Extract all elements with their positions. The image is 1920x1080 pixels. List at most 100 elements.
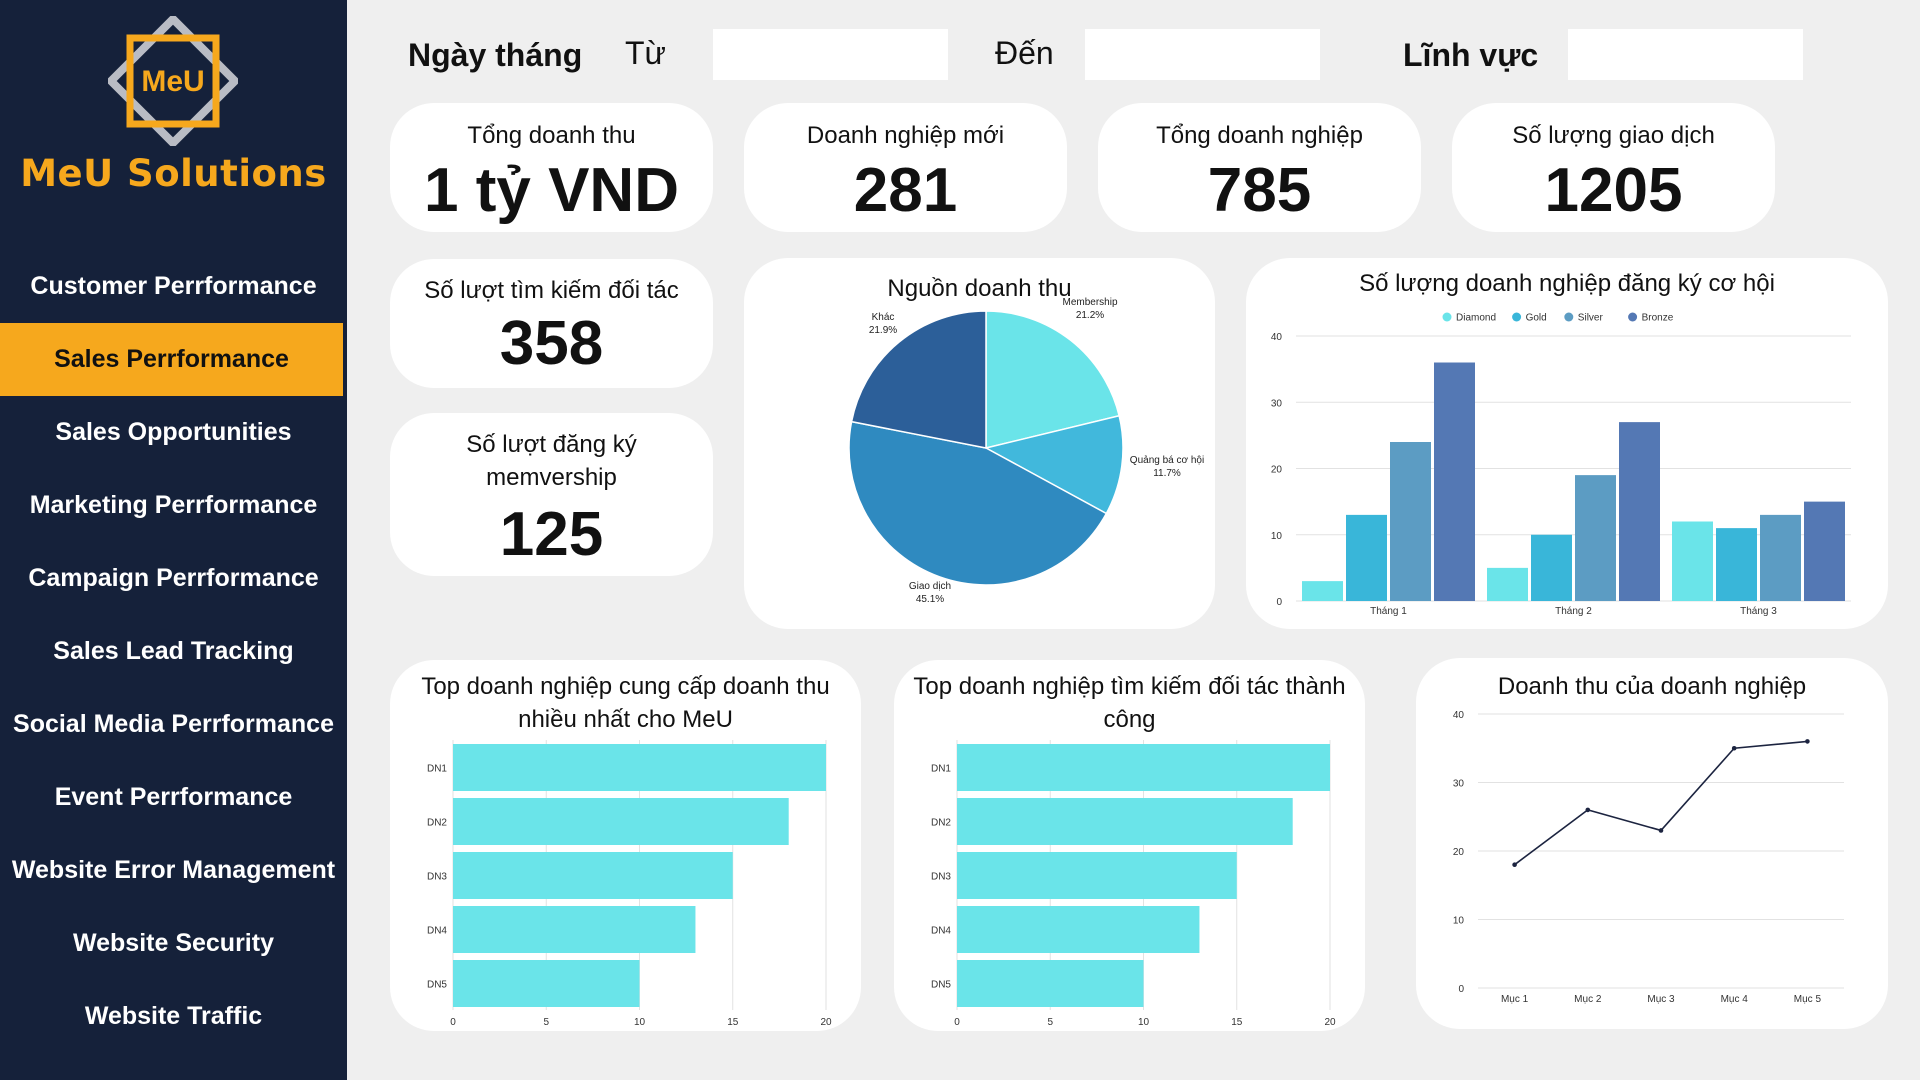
sidebar-item-marketing-perrformance[interactable]: Marketing Perrformance [29, 491, 318, 519]
bar [957, 906, 1200, 953]
y-tick-label: 10 [1271, 531, 1283, 542]
grouped-bar-chart: 0 10 20 30 40 Tháng 1 Tháng 2 Tháng 3 Diamond Gol… [1271, 312, 1851, 617]
data-point [1805, 739, 1810, 744]
sidebar-item-website-security[interactable]: Website Security [72, 929, 274, 957]
data-point [1658, 828, 1664, 833]
y-tick-label: DN3 [427, 872, 447, 883]
x-tick-label: Mục 5 [1794, 994, 1822, 1005]
sidebar-item-sales-opportunities[interactable]: Sales Opportunities [55, 418, 292, 446]
legend-swatch [1512, 312, 1522, 322]
sidebar-item-sales-perrformance[interactable]: Sales Perrformance [0, 323, 343, 396]
x-tick-label: 20 [1324, 1017, 1336, 1028]
kpi-value: 125 [499, 500, 604, 569]
y-tick-label: DN1 [931, 764, 951, 775]
bar-gold [1531, 534, 1572, 601]
pie-slice-membership [985, 310, 1121, 449]
bar-silver [1760, 514, 1801, 601]
y-tick-label: DN2 [427, 818, 447, 829]
bar-silver [1390, 442, 1431, 601]
bar [453, 906, 696, 953]
y-tick-label: 30 [1271, 398, 1283, 409]
x-tick-label: 20 [820, 1017, 832, 1028]
y-tick-label: 20 [1453, 847, 1465, 858]
legend-swatch [1442, 312, 1452, 322]
x-tick-label: 5 [543, 1017, 549, 1028]
revenue-source-card: Nguồn doanh thu Membership 21.2% Quảng bá … [744, 258, 1215, 629]
kpi-label-line2: memvership [486, 464, 617, 491]
kpi-label: Tổng doanh nghiệp [1156, 122, 1363, 149]
data-point [1585, 807, 1591, 813]
bar [957, 798, 1293, 845]
chart-title: Nguồn doanh thu [887, 275, 1072, 302]
y-tick-label: 20 [1271, 465, 1283, 476]
pie-value-label: 21.9% [869, 325, 897, 336]
sidebar-item-campaign-perrformance[interactable]: Campaign Perrformance [28, 564, 319, 592]
pie-slice-khác [850, 310, 987, 449]
kpi-value: 785 [1207, 156, 1312, 225]
x-tick-label: 0 [954, 1017, 960, 1028]
x-tick-label: Tháng 1 [1370, 606, 1407, 617]
kpi-label: Tổng doanh thu [467, 122, 636, 149]
to-label: Đến [995, 35, 1054, 71]
bar-silver [1575, 475, 1616, 601]
sidebar: MeU MeU Solutions Customer Perrformance S… [0, 0, 347, 1080]
sidebar-item-website-traffic[interactable]: Website Traffic [84, 1002, 263, 1030]
legend-label: Gold [1526, 313, 1547, 324]
legend-swatch [1628, 312, 1638, 322]
sidebar-item-social-media-perrformance[interactable]: Social Media Perrformance [13, 710, 334, 738]
meu-logo: MeU [108, 16, 238, 146]
data-point [1512, 862, 1517, 867]
y-tick-label: DN4 [931, 926, 951, 937]
y-tick-label: 10 [1453, 916, 1465, 927]
to-date-input[interactable] [1085, 29, 1320, 80]
x-tick-label: 15 [1231, 1017, 1243, 1028]
pie-value-label: 21.2% [1076, 310, 1104, 321]
legend-label: Bronze [1642, 313, 1674, 324]
kpi-membership-signups: Số lượt đăng ký memvership 125 [390, 413, 713, 576]
bar-bronze [1804, 501, 1845, 601]
bar [453, 744, 826, 791]
y-tick-label: 0 [1276, 597, 1282, 608]
chart-title: Doanh thu của doanh nghiệp [1497, 673, 1807, 700]
pie-chart: Membership 21.2% Quảng bá cơ hội 11.7% Giao … [848, 297, 1204, 605]
x-tick-label: Tháng 2 [1555, 606, 1592, 617]
bar-diamond [1672, 521, 1713, 601]
pie-value-label: 45.1% [916, 594, 944, 605]
y-tick-label: 0 [1458, 984, 1464, 995]
top-partner-card: Top doanh nghiệp tìm kiếm đối tác thành … [894, 660, 1365, 1031]
kpi-value: 1 tỷ VND [424, 156, 679, 225]
from-label: Từ [625, 35, 666, 71]
chart-title-line1: Top doanh nghiệp cung cấp doanh thu [421, 673, 830, 700]
x-tick-label: Mục 3 [1647, 994, 1675, 1005]
bar-gold [1716, 528, 1757, 601]
hbar-chart-revenue: 0 5 10 15 20 DN1 DN2 DN3 DN4 DN5 [427, 740, 832, 1028]
brand-name: MeU Solutions [20, 152, 327, 195]
x-tick-label: Tháng 3 [1740, 606, 1777, 617]
kpi-total-business: Tổng doanh nghiệp 785 [1098, 103, 1421, 232]
x-tick-label: 0 [450, 1017, 456, 1028]
y-tick-label: DN3 [931, 872, 951, 883]
sidebar-item-event-perrformance[interactable]: Event Perrformance [54, 783, 293, 811]
bar [957, 852, 1237, 899]
field-input[interactable] [1568, 29, 1803, 80]
y-tick-label: DN2 [931, 818, 951, 829]
sidebar-item-website-error-management[interactable]: Website Error Management [11, 856, 336, 884]
kpi-label: Doanh nghiệp mới [806, 122, 1005, 149]
kpi-value: 358 [499, 309, 604, 378]
sidebar-item-sales-lead-tracking[interactable]: Sales Lead Tracking [53, 637, 294, 665]
from-date-input[interactable] [713, 29, 948, 80]
sidebar-item-customer-perrformance[interactable]: Customer Perrformance [30, 272, 317, 300]
x-tick-label: Mục 4 [1721, 994, 1749, 1005]
bar [453, 852, 733, 899]
x-tick-label: 15 [727, 1017, 739, 1028]
business-revenue-card: Doanh thu của doanh nghiệp 0 10 20 30 40 Mục … [1416, 658, 1888, 1029]
y-tick-label: 40 [1271, 332, 1283, 343]
kpi-new-business: Doanh nghiệp mới 281 [744, 103, 1067, 232]
chart-title-line2: nhiều nhất cho MeU [518, 706, 733, 733]
chart-title-line1: Top doanh nghiệp tìm kiếm đối tác thành [913, 673, 1346, 700]
kpi-label: Số lượng giao dịch [1512, 122, 1715, 149]
field-label: Lĩnh vực [1403, 37, 1539, 73]
kpi-label-line1: Số lượt đăng ký [466, 431, 637, 458]
kpi-transactions: Số lượng giao dịch 1205 [1452, 103, 1775, 232]
x-tick-label: 10 [1138, 1017, 1150, 1028]
